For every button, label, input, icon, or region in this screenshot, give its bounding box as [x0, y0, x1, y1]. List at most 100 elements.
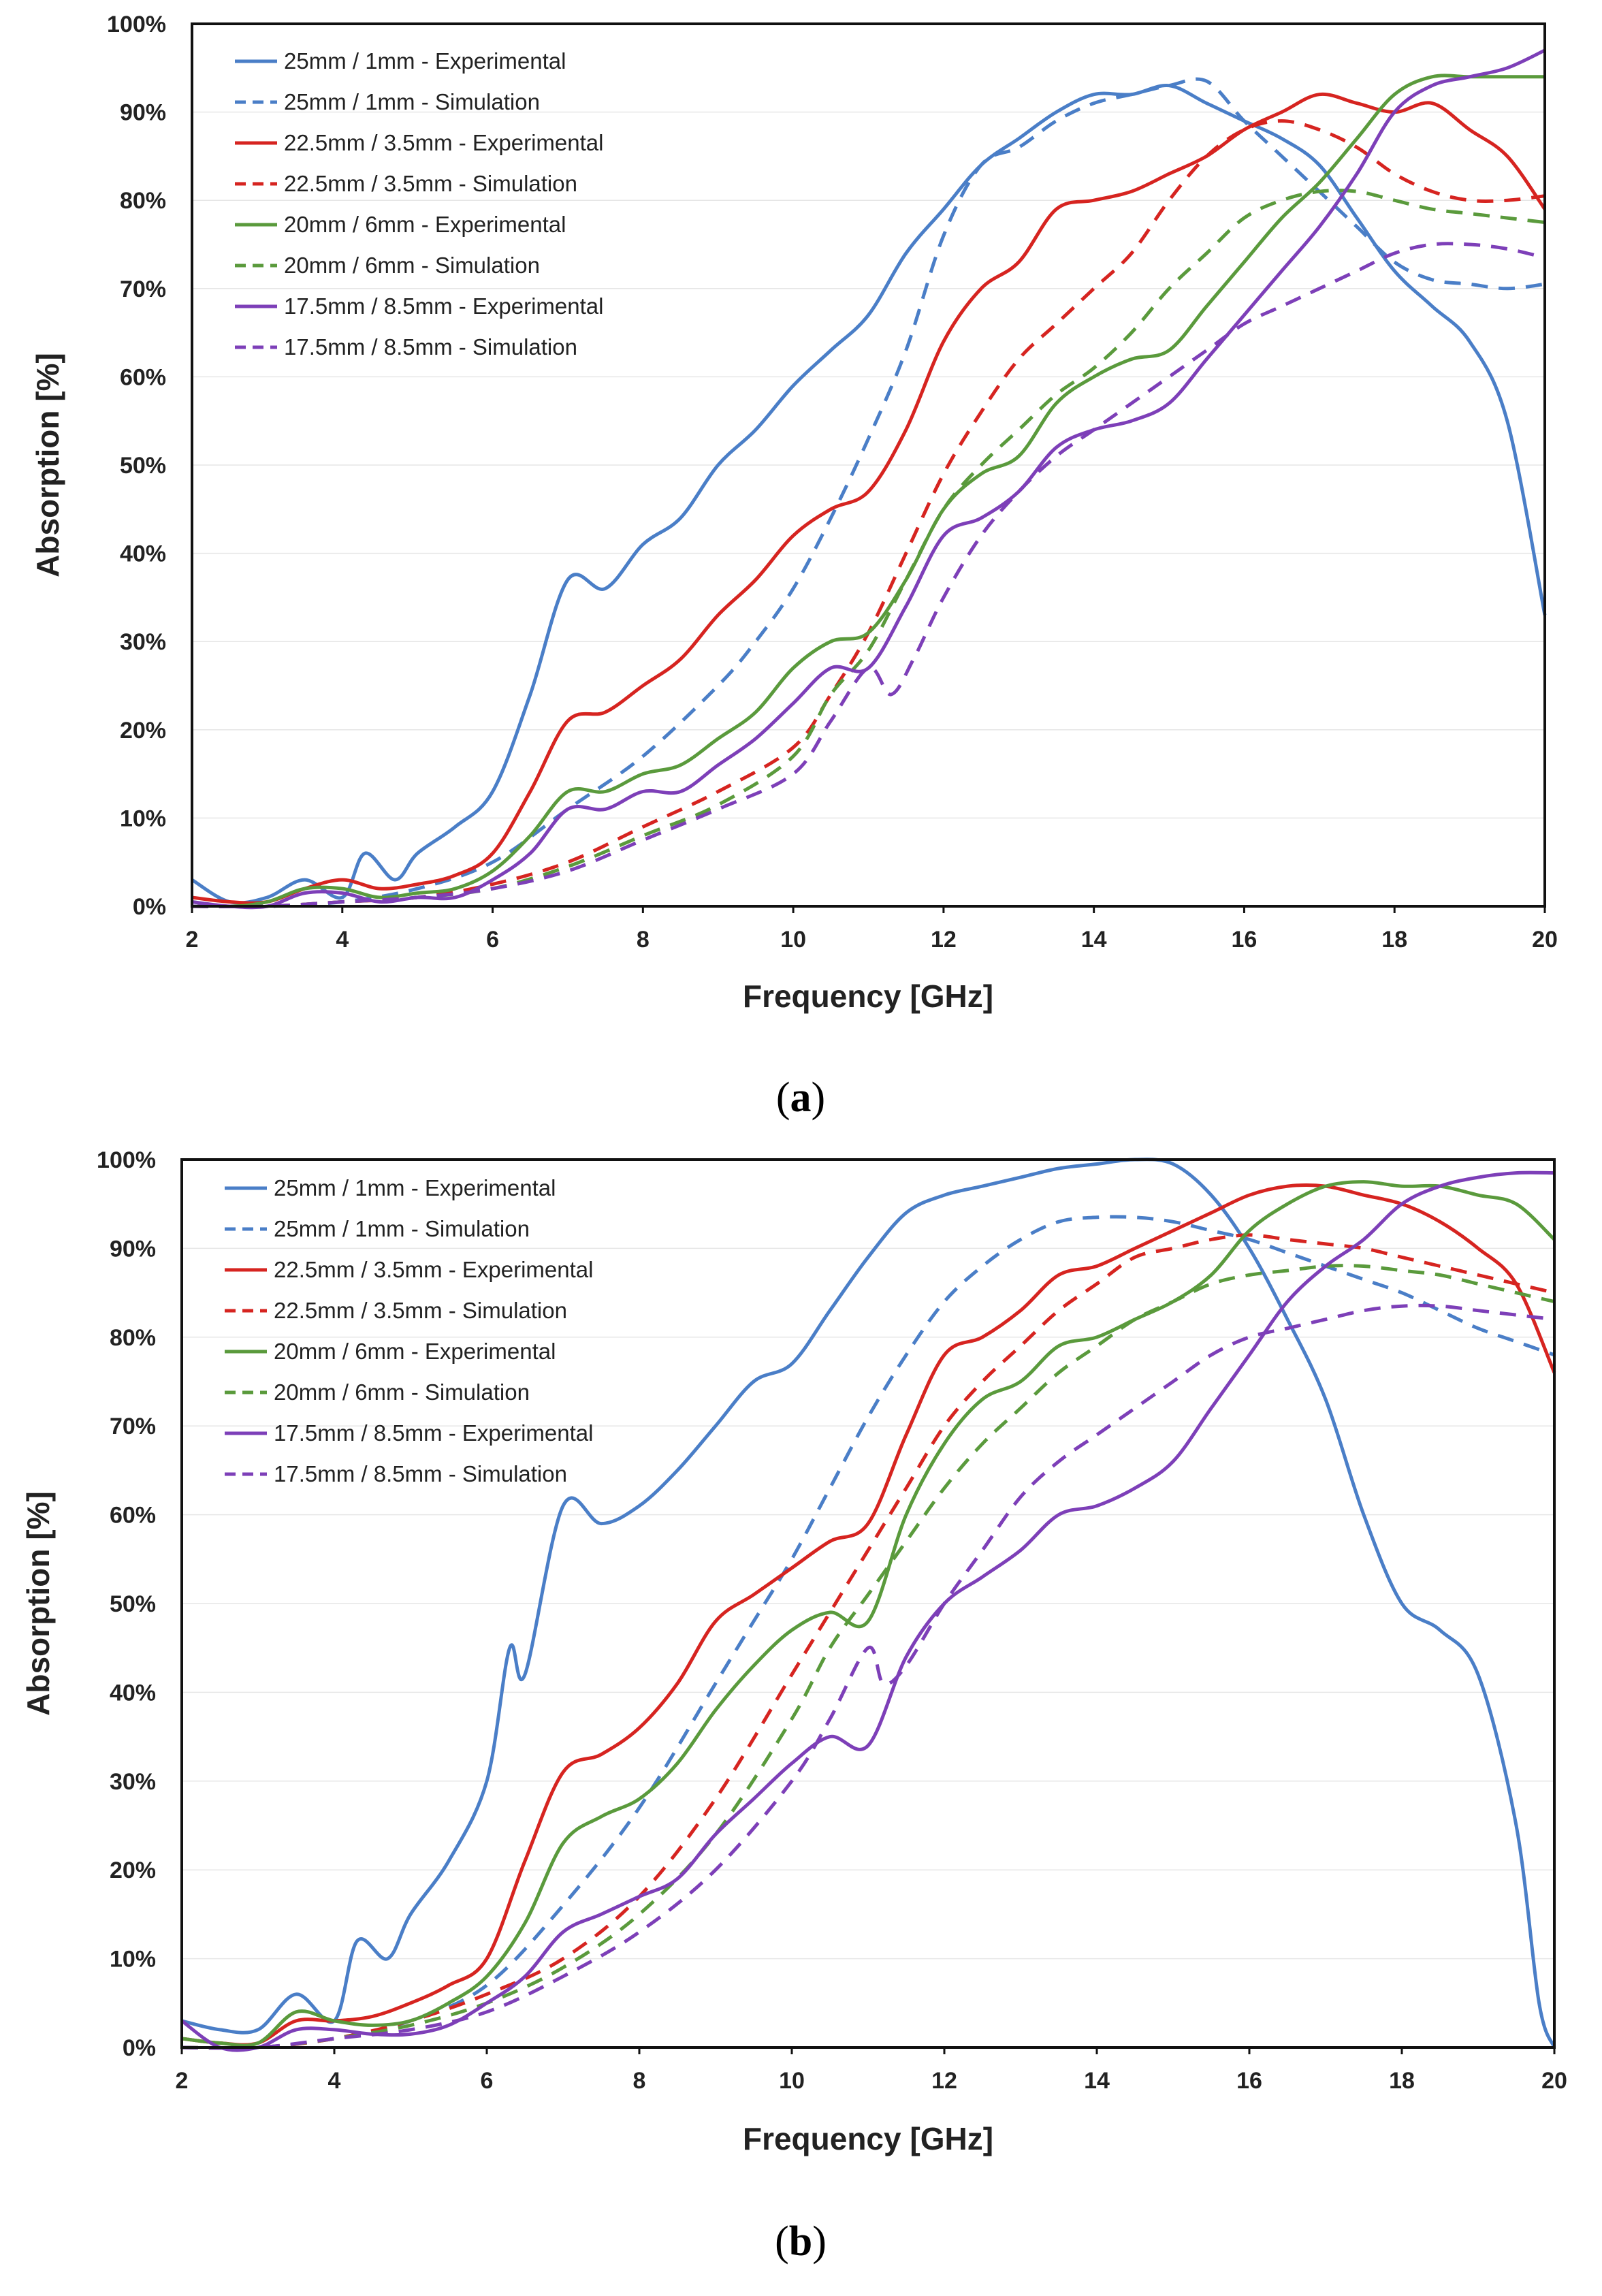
y-tick-label: 50%	[120, 453, 166, 479]
legend-label: 22.5mm / 3.5mm - Experimental	[274, 1257, 593, 1282]
y-tick-label: 70%	[120, 276, 166, 302]
y-tick-label: 100%	[107, 12, 166, 37]
y-tick-label: 40%	[110, 1680, 156, 1706]
y-tick-label: 20%	[110, 1857, 156, 1883]
legend-item: 17.5mm / 8.5mm - Simulation	[225, 1461, 567, 1486]
y-tick-label: 0%	[123, 2035, 156, 2061]
y-ticks: 0% 10% 20% 30% 40% 50% 60% 70% 80% 90% 100%	[97, 1147, 156, 2061]
legend-item: 22.5mm / 3.5mm - Simulation	[225, 1298, 567, 1323]
series-line	[181, 1158, 1556, 2048]
legend-label: 25mm / 1mm - Simulation	[284, 89, 540, 114]
legend-item: 22.5mm / 3.5mm - Simulation	[235, 171, 577, 196]
y-tick-label: 100%	[97, 1147, 156, 1173]
series-line	[181, 1303, 1555, 2050]
y-tick-label: 0%	[133, 894, 166, 920]
x-tick-label: 18	[1381, 927, 1407, 953]
y-tick-label: 80%	[120, 188, 166, 214]
x-tick-label: 2	[176, 2068, 189, 2094]
series-line	[191, 92, 1547, 905]
y-tick-label: 10%	[110, 1947, 156, 1973]
legend-item: 25mm / 1mm - Simulation	[225, 1216, 530, 1241]
y-tick-label: 60%	[110, 1503, 156, 1529]
x-tick-label: 10	[780, 927, 806, 953]
legend-label: 20mm / 6mm - Experimental	[284, 212, 566, 237]
legend-item: 20mm / 6mm - Experimental	[235, 212, 566, 237]
series-line	[181, 1233, 1555, 2050]
panel-caption-a: (a)	[776, 1074, 825, 1121]
y-tick-label: 30%	[120, 629, 166, 655]
x-tick-label: 6	[486, 927, 499, 953]
legend-label: 17.5mm / 8.5mm - Experimental	[274, 1420, 593, 1446]
x-tick-label: 18	[1389, 2068, 1415, 2094]
y-axis-title: Absorption [%]	[30, 353, 65, 577]
series-line	[180, 1170, 1555, 2052]
legend-label: 25mm / 1mm - Experimental	[284, 48, 566, 74]
chart-panel-a: 2 4 6 8 10 12 14 16 18 20 0% 10% 20% 30% 40% 50% 60% 70%…	[30, 12, 1558, 1121]
legend-label: 20mm / 6mm - Simulation	[284, 253, 540, 278]
x-tick-label: 8	[633, 2068, 646, 2094]
legend-label: 22.5mm / 3.5mm - Experimental	[284, 130, 603, 155]
x-tick-label: 14	[1081, 927, 1107, 953]
legend-label: 25mm / 1mm - Simulation	[274, 1216, 530, 1241]
plot-frame	[180, 1158, 1556, 2049]
legend-item: 20mm / 6mm - Simulation	[225, 1380, 530, 1405]
x-tick-label: 16	[1236, 2068, 1262, 2094]
y-tick-label: 40%	[120, 541, 166, 567]
legend-label: 20mm / 6mm - Experimental	[274, 1339, 556, 1364]
series-line	[191, 74, 1545, 908]
panel-caption-b: (b)	[775, 2218, 827, 2265]
x-tick-label: 8	[637, 927, 650, 953]
series-line	[181, 1264, 1555, 2050]
x-axis-title: Frequency [GHz]	[743, 2121, 993, 2156]
x-tick-label: 10	[779, 2068, 805, 2094]
y-tick-label: 60%	[120, 364, 166, 390]
x-axis-title: Frequency [GHz]	[743, 978, 993, 1014]
x-tick-label: 12	[931, 927, 957, 953]
legend-item: 20mm / 6mm - Experimental	[225, 1339, 556, 1364]
legend-label: 17.5mm / 8.5mm - Simulation	[284, 334, 577, 360]
series-lines	[191, 48, 1547, 910]
y-tick-label: 80%	[110, 1325, 156, 1351]
x-ticks: 2 4 6 8 10 12 14 16 18 20	[176, 2047, 1567, 2094]
series-line	[181, 1180, 1556, 2047]
x-tick-label: 16	[1232, 927, 1257, 953]
y-tick-label: 90%	[110, 1236, 156, 1262]
legend-label: 25mm / 1mm - Experimental	[274, 1175, 556, 1200]
plot-frame	[191, 22, 1546, 908]
legend-label: 17.5mm / 8.5mm - Simulation	[274, 1461, 567, 1486]
y-tick-label: 50%	[110, 1591, 156, 1617]
y-axis-title: Absorption [%]	[20, 1491, 56, 1716]
legend-item: 25mm / 1mm - Simulation	[235, 89, 540, 114]
x-tick-label: 4	[336, 927, 349, 953]
x-tick-label: 14	[1084, 2068, 1110, 2094]
legend-item: 22.5mm / 3.5mm - Experimental	[235, 130, 603, 155]
x-tick-label: 4	[328, 2068, 341, 2094]
y-ticks: 0% 10% 20% 30% 40% 50% 60% 70% 80% 90% 100%	[107, 12, 166, 920]
x-tick-label: 20	[1532, 927, 1558, 953]
x-tick-label: 6	[481, 2068, 494, 2094]
x-ticks: 2 4 6 8 10 12 14 16 18 20	[186, 906, 1558, 953]
legend: 25mm / 1mm - Experimental 25mm / 1mm - Si…	[235, 48, 603, 360]
y-tick-label: 30%	[110, 1769, 156, 1795]
series-line	[191, 48, 1546, 910]
x-tick-label: 20	[1541, 2068, 1567, 2094]
x-tick-label: 12	[931, 2068, 957, 2094]
legend-item: 17.5mm / 8.5mm - Experimental	[225, 1420, 593, 1446]
x-tick-label: 2	[186, 927, 199, 953]
y-tick-label: 20%	[120, 718, 166, 744]
legend-label: 17.5mm / 8.5mm - Experimental	[284, 293, 603, 319]
legend-item: 25mm / 1mm - Experimental	[235, 48, 566, 74]
y-gridlines	[182, 1159, 1554, 2048]
y-tick-label: 90%	[120, 100, 166, 126]
legend-label: 22.5mm / 3.5mm - Simulation	[284, 171, 577, 196]
legend: 25mm / 1mm - Experimental 25mm / 1mm - Si…	[225, 1175, 593, 1486]
series-line	[191, 84, 1547, 905]
y-tick-label: 70%	[110, 1414, 156, 1439]
legend-item: 17.5mm / 8.5mm - Simulation	[235, 334, 577, 360]
legend-label: 22.5mm / 3.5mm - Simulation	[274, 1298, 567, 1323]
legend-item: 20mm / 6mm - Simulation	[235, 253, 540, 278]
y-tick-label: 10%	[120, 806, 166, 831]
legend-item: 22.5mm / 3.5mm - Experimental	[225, 1257, 593, 1282]
legend-item: 25mm / 1mm - Experimental	[225, 1175, 556, 1200]
